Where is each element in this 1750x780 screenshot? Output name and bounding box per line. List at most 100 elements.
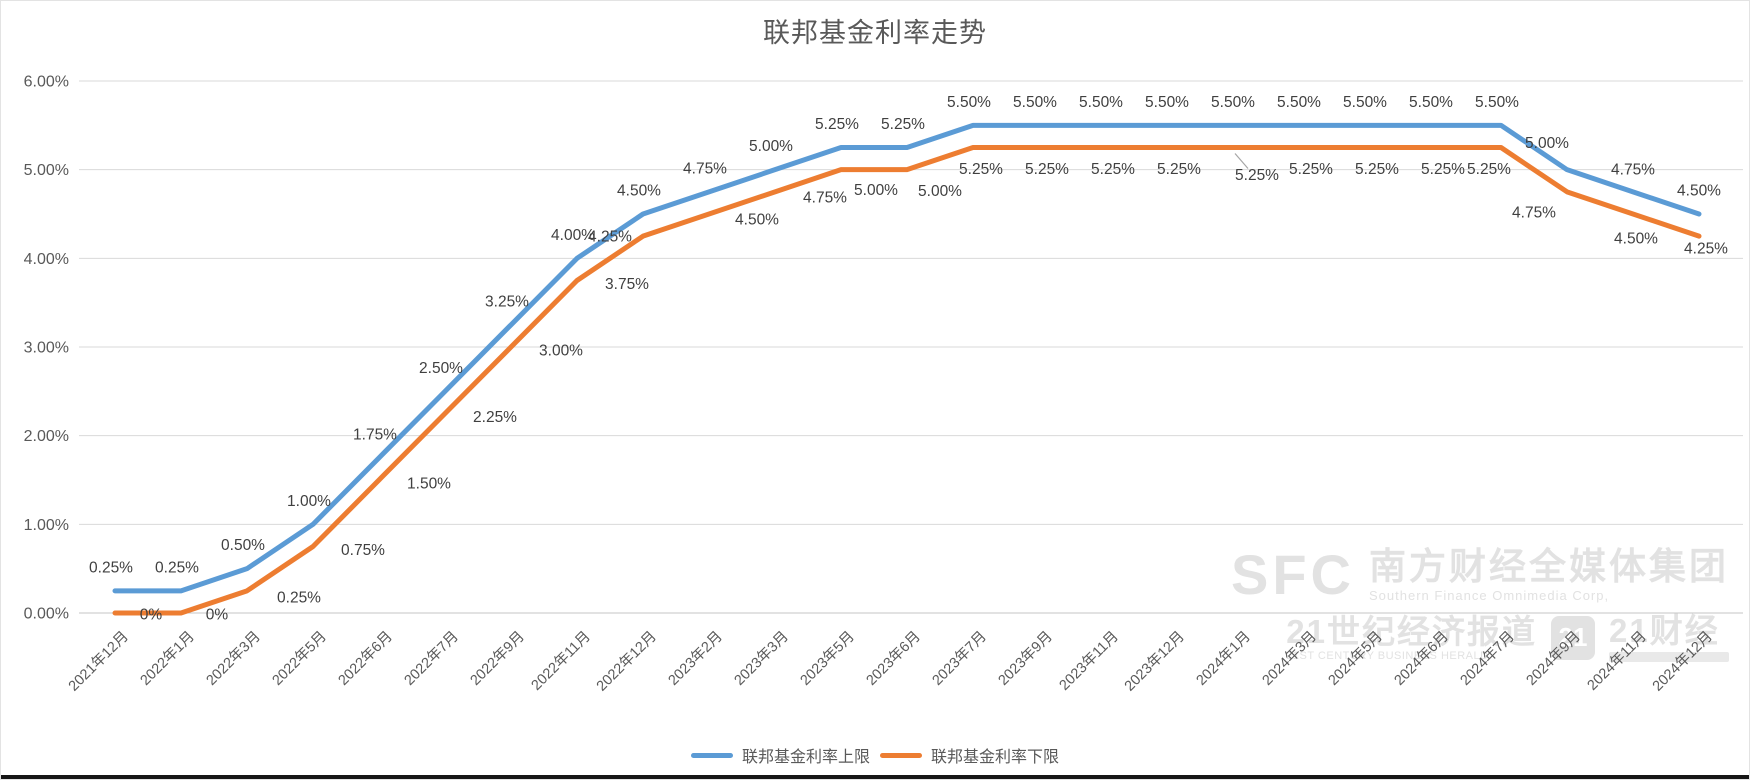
- data-label: 5.25%: [1289, 161, 1333, 178]
- data-label: 5.50%: [1079, 94, 1123, 111]
- data-label: 3.00%: [539, 343, 583, 360]
- data-label: 5.00%: [749, 138, 793, 155]
- watermark: SFC 南方财经全媒体集团 Southern Finance Omnimedia…: [1231, 543, 1729, 663]
- x-tick-label: 2024年11月: [1584, 628, 1650, 694]
- data-label: 5.50%: [947, 94, 991, 111]
- x-tick-label: 2022年12月: [593, 628, 660, 695]
- legend-item-lower: 联邦基金利率下限: [880, 743, 1059, 767]
- data-label: 4.25%: [588, 229, 632, 246]
- data-label: 0.25%: [277, 589, 321, 606]
- y-tick-label: 2.00%: [24, 428, 69, 445]
- x-tick-label: 2022年3月: [203, 628, 264, 689]
- x-tick-label: 2022年5月: [269, 628, 330, 689]
- data-label: 4.75%: [683, 160, 727, 177]
- sfc-logo: SFC: [1231, 543, 1355, 606]
- watermark-subtitle-bar: [1609, 652, 1729, 663]
- x-tick-label: 2021年12月: [65, 628, 132, 695]
- data-label: 5.25%: [815, 116, 859, 133]
- data-label: 0%: [140, 607, 163, 624]
- data-label: 2.25%: [473, 409, 517, 426]
- data-label: 4.75%: [803, 189, 847, 206]
- x-tick-label: 2023年2月: [665, 628, 726, 689]
- upper-rate-line: [112, 122, 1702, 594]
- data-label: 0.25%: [155, 559, 199, 576]
- data-label: 4.50%: [1614, 231, 1658, 248]
- x-tick-label: 2024年12月: [1649, 628, 1716, 695]
- data-label: 4.50%: [1677, 183, 1721, 200]
- y-tick-label: 4.00%: [24, 251, 69, 268]
- y-tick-label: 3.00%: [24, 340, 69, 357]
- watermark-sfc-cn: 南方财经全媒体集团: [1369, 546, 1729, 588]
- x-tick-label: 2022年9月: [467, 628, 528, 689]
- x-tick-label: 2024年5月: [1325, 628, 1386, 689]
- data-label: 5.25%: [1421, 161, 1465, 178]
- x-tick-label: 2024年6月: [1391, 628, 1452, 689]
- data-label: 4.75%: [1611, 161, 1655, 178]
- data-label: 0%: [206, 607, 229, 624]
- legend-swatch-lower: [880, 752, 922, 758]
- data-label: 0.25%: [89, 559, 133, 576]
- data-label: 5.25%: [1025, 161, 1069, 178]
- legend-swatch-upper: [690, 752, 733, 758]
- data-label: 5.25%: [1355, 161, 1399, 178]
- x-tick-label: 2022年7月: [401, 628, 462, 689]
- data-label: 5.00%: [854, 182, 898, 199]
- lower-rate-line: [112, 145, 1702, 616]
- y-tick-label: 0.00%: [24, 606, 69, 623]
- data-label: 5.25%: [1157, 161, 1201, 178]
- x-tick-label: 2023年11月: [1056, 628, 1122, 694]
- data-label: 5.00%: [1525, 135, 1569, 152]
- x-tick-label: 2022年6月: [335, 628, 396, 689]
- watermark-row-herald: 21世纪经济报道 21ST CENTURY BUSINESS HERALD 21…: [1231, 612, 1729, 663]
- data-label: 4.25%: [1684, 241, 1728, 258]
- y-tick-label: 6.00%: [24, 74, 69, 91]
- data-label: 4.50%: [617, 183, 661, 200]
- data-label: 1.75%: [353, 426, 397, 443]
- data-label: 4.00%: [551, 227, 595, 244]
- x-tick-label: 2024年1月: [1193, 628, 1254, 689]
- watermark-sfc-en: Southern Finance Omnimedia Corp,: [1369, 587, 1610, 603]
- x-tick-label: 2023年7月: [929, 628, 990, 689]
- x-tick-label: 2023年3月: [731, 628, 792, 689]
- data-label: 5.25%: [959, 161, 1003, 178]
- data-label: 5.25%: [1235, 167, 1279, 184]
- watermark-herald-cn: 21世纪经济报道: [1286, 612, 1537, 650]
- y-tick-label: 1.00%: [24, 517, 69, 534]
- data-label: 4.50%: [735, 212, 779, 229]
- x-tick-label: 2023年5月: [797, 628, 858, 689]
- data-label: 1.00%: [287, 493, 331, 510]
- label-leader-line: [1234, 153, 1249, 169]
- data-label: 5.50%: [1409, 94, 1453, 111]
- x-tick-label: 2024年3月: [1259, 628, 1320, 689]
- data-label: 0.75%: [341, 542, 385, 559]
- data-label: 5.25%: [881, 116, 925, 133]
- data-label: 4.75%: [1512, 204, 1556, 221]
- chart-title: 联邦基金利率走势: [763, 18, 987, 48]
- 21-badge-icon: 21: [1551, 615, 1595, 660]
- y-tick-label: 5.00%: [24, 162, 69, 179]
- legend-label-lower: 联邦基金利率下限: [931, 749, 1060, 766]
- data-label: 5.50%: [1211, 94, 1255, 111]
- data-label: 5.50%: [1475, 94, 1519, 111]
- legend-item-upper: 联邦基金利率上限: [690, 743, 870, 767]
- x-tick-label: 2022年11月: [528, 628, 594, 694]
- chart-legend: 联邦基金利率上限 联邦基金利率下限: [1, 743, 1749, 767]
- data-label: 5.00%: [918, 183, 962, 200]
- x-tick-label: 2023年6月: [863, 628, 924, 689]
- data-label: 5.50%: [1343, 94, 1387, 111]
- data-label: 5.25%: [1091, 161, 1135, 178]
- watermark-herald-en: 21ST CENTURY BUSINESS HERALD: [1286, 649, 1489, 662]
- x-tick-label: 2024年9月: [1523, 628, 1584, 689]
- x-tick-label: 2023年12月: [1121, 628, 1188, 695]
- data-label: 1.50%: [407, 476, 451, 493]
- data-label: 3.25%: [485, 293, 529, 310]
- data-label: 0.50%: [221, 537, 265, 554]
- x-tick-label: 2024年7月: [1457, 628, 1518, 689]
- x-tick-label: 2023年9月: [995, 628, 1056, 689]
- data-label: 2.50%: [419, 360, 463, 377]
- data-label: 5.50%: [1013, 94, 1057, 111]
- legend-label-upper: 联邦基金利率上限: [741, 749, 870, 766]
- data-label: 5.50%: [1277, 94, 1321, 111]
